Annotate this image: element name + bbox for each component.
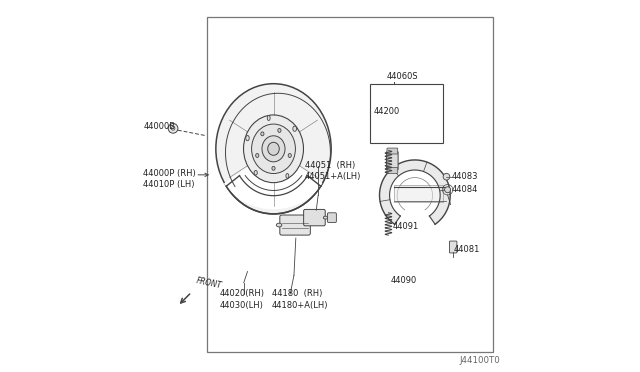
Circle shape (168, 124, 178, 133)
FancyBboxPatch shape (303, 209, 325, 226)
Ellipse shape (288, 154, 291, 157)
FancyBboxPatch shape (280, 215, 310, 235)
Circle shape (443, 173, 450, 180)
Wedge shape (224, 149, 323, 209)
Text: 44000B: 44000B (143, 122, 175, 131)
Bar (370, 84, 443, 143)
Ellipse shape (260, 132, 264, 136)
Text: 44200: 44200 (374, 107, 400, 116)
Text: 44091: 44091 (392, 222, 419, 231)
Ellipse shape (262, 136, 285, 162)
Text: 44060S: 44060S (387, 72, 419, 81)
Circle shape (445, 187, 451, 193)
Circle shape (172, 126, 175, 130)
FancyBboxPatch shape (449, 241, 457, 253)
Ellipse shape (268, 116, 270, 121)
Ellipse shape (272, 166, 275, 170)
Ellipse shape (216, 84, 331, 214)
FancyBboxPatch shape (328, 213, 337, 222)
Ellipse shape (293, 126, 296, 131)
Text: FRONT: FRONT (195, 276, 223, 290)
Text: 44051  (RH)
44051+A(LH): 44051 (RH) 44051+A(LH) (305, 161, 362, 181)
FancyBboxPatch shape (387, 148, 397, 154)
Ellipse shape (286, 174, 289, 178)
Ellipse shape (246, 135, 249, 141)
Ellipse shape (276, 223, 282, 227)
Text: 44084: 44084 (452, 185, 479, 194)
Bar (394, 185, 443, 202)
Ellipse shape (254, 170, 257, 175)
Ellipse shape (323, 216, 328, 219)
Ellipse shape (278, 128, 281, 132)
Text: 44083: 44083 (452, 172, 479, 181)
Ellipse shape (243, 115, 303, 183)
Text: 44081: 44081 (454, 245, 480, 254)
Text: 44090: 44090 (390, 276, 417, 285)
Ellipse shape (252, 124, 296, 173)
Text: 44180  (RH)
44180+A(LH): 44180 (RH) 44180+A(LH) (271, 289, 328, 310)
Ellipse shape (268, 142, 279, 155)
Text: 44000P (RH)
44010P (LH): 44000P (RH) 44010P (LH) (143, 169, 196, 189)
Text: J44100T0: J44100T0 (460, 356, 500, 365)
Bar (207, 17, 493, 352)
FancyBboxPatch shape (387, 151, 398, 170)
Ellipse shape (255, 154, 259, 157)
Polygon shape (380, 160, 450, 224)
FancyBboxPatch shape (387, 167, 397, 173)
Text: 44020(RH)
44030(LH): 44020(RH) 44030(LH) (220, 289, 264, 310)
